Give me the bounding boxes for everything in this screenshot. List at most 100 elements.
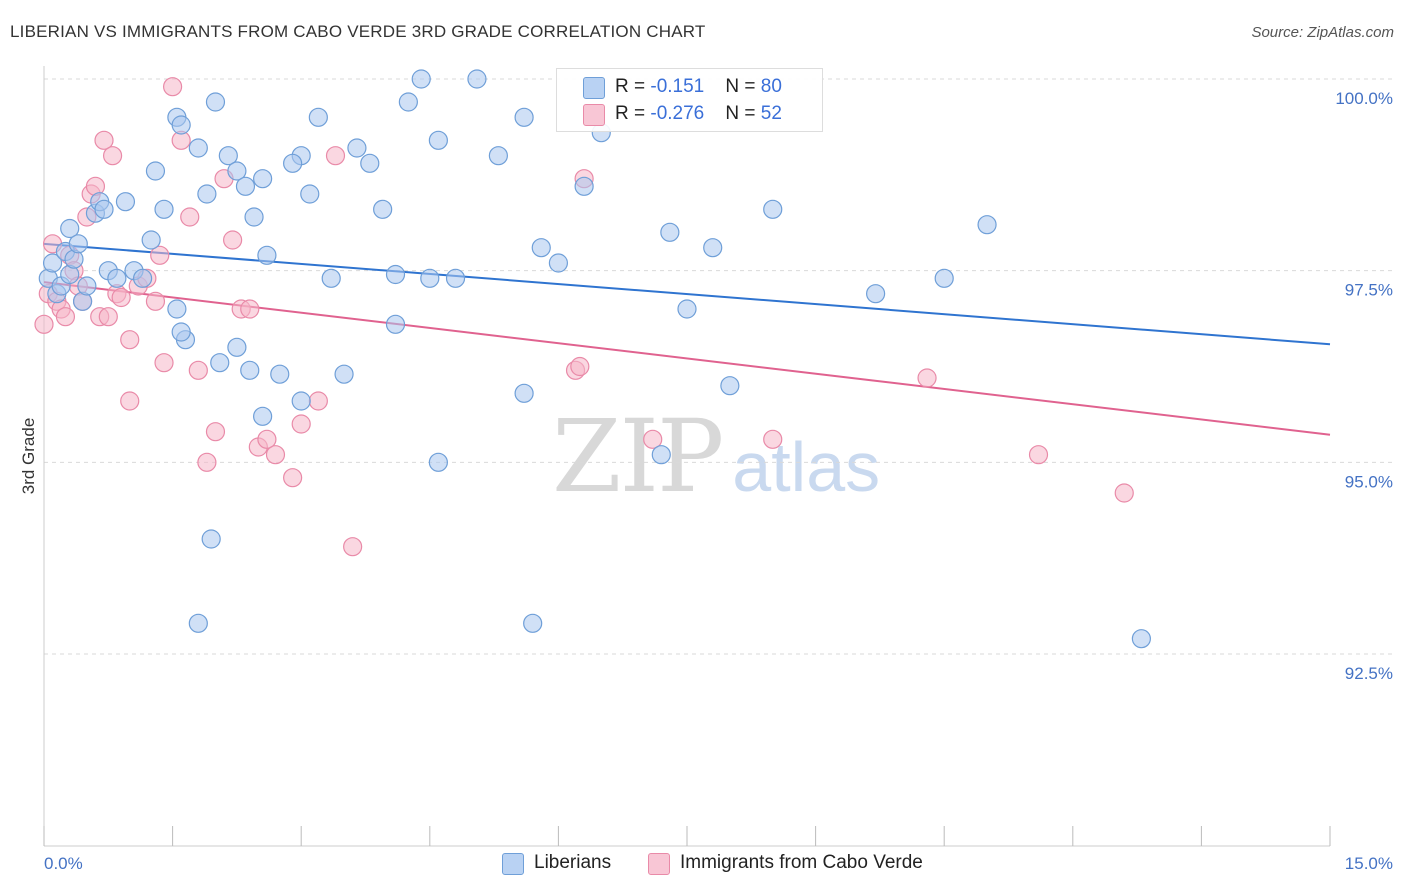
y-tick-label: 92.5% [1345,664,1393,683]
point-liberians [660,222,680,242]
point-liberians [94,199,114,219]
point-liberians [445,268,466,288]
point-liberians [42,253,63,273]
point-liberians [321,268,341,288]
point-liberians [167,299,187,319]
legend-swatch-pink [583,104,605,126]
legend-n-value: 80 [760,76,782,97]
point-liberians [253,169,273,189]
point-cabo-verde [917,368,937,388]
data-points [34,69,1151,649]
axes [43,66,1331,847]
bottom-legend-label-liberians: Liberians [534,852,612,873]
point-liberians [428,452,448,472]
point-liberians [488,146,508,166]
point-liberians [977,215,997,235]
point-liberians [514,383,534,403]
point-liberians [68,234,88,254]
point-liberians [171,115,191,135]
legend-r-value: -0.151 [650,76,705,97]
point-liberians [244,207,264,227]
point-cabo-verde [111,287,131,308]
legend-text-liberians: R = -0.151 N = 80 [615,76,782,98]
point-liberians [291,391,311,411]
x-tick-label: 15.0% [1345,854,1393,873]
point-cabo-verde [291,414,311,434]
legend-r-label: R = [615,76,651,97]
legend-swatch-blue [583,77,605,99]
stats-legend: R = -0.151 N = 80 R = -0.276 N = 52 [556,68,823,132]
point-liberians [763,199,783,219]
point-liberians [188,138,208,158]
point-liberians [398,92,418,112]
y-tick-label: 97.5% [1345,281,1393,300]
point-cabo-verde [120,391,140,411]
point-liberians [385,264,406,285]
point-cabo-verde [150,245,170,265]
point-cabo-verde [240,299,260,319]
point-liberians [154,199,174,219]
point-liberians [411,69,431,89]
point-liberians [574,176,594,196]
point-liberians [467,69,487,89]
point-cabo-verde [283,468,303,488]
point-liberians [514,107,534,127]
point-liberians [197,184,217,204]
point-liberians [283,153,303,173]
point-liberians [934,268,954,288]
point-liberians [420,268,440,288]
point-liberians [720,376,740,396]
point-cabo-verde [643,429,663,449]
point-liberians [205,92,226,112]
point-cabo-verde [180,207,200,227]
point-liberians [531,238,551,258]
point-cabo-verde [257,429,277,449]
point-cabo-verde [34,314,54,334]
legend-n-value: 52 [760,103,782,124]
point-liberians [210,353,230,373]
point-cabo-verde [94,130,114,150]
point-liberians [428,130,448,150]
legend-n-label: N = [725,103,761,124]
point-liberians [145,161,166,181]
point-cabo-verde [154,353,174,373]
point-liberians [651,445,671,465]
point-liberians [866,284,886,304]
point-liberians [188,613,208,633]
legend-text-cabo-verde: R = -0.276 N = 52 [615,103,782,125]
point-cabo-verde [325,146,346,166]
point-liberians [171,322,191,342]
bottom-legend-swatch-pink [648,853,670,875]
point-cabo-verde [120,330,140,350]
point-liberians [300,184,320,204]
point-liberians [115,192,136,212]
point-cabo-verde [102,146,123,166]
point-cabo-verde [188,360,208,380]
point-liberians [360,153,380,173]
point-cabo-verde [308,391,328,411]
y-tick-label: 100.0% [1335,89,1393,108]
x-tick-label: 0.0% [44,854,83,873]
chart-title: LIBERIAN VS IMMIGRANTS FROM CABO VERDE 3… [10,22,706,41]
bottom-legend-swatch-blue [502,853,524,875]
point-liberians [347,138,367,158]
point-liberians [373,199,393,219]
point-liberians [77,276,97,296]
point-cabo-verde [163,77,183,97]
point-cabo-verde [265,445,286,465]
point-liberians [253,406,273,426]
bottom-legend-label-cabo-verde: Immigrants from Cabo Verde [680,852,923,873]
point-liberians [201,529,221,549]
point-liberians [218,146,238,166]
y-tick-label: 95.0% [1345,472,1393,491]
point-liberians [240,360,260,380]
point-liberians [523,613,543,633]
point-cabo-verde [145,291,166,311]
point-liberians [548,253,569,273]
point-cabo-verde [223,230,243,250]
point-liberians [257,245,277,265]
point-cabo-verde [1114,483,1134,503]
point-cabo-verde [197,452,217,472]
y-axis-title: 3rd Grade [19,418,38,495]
